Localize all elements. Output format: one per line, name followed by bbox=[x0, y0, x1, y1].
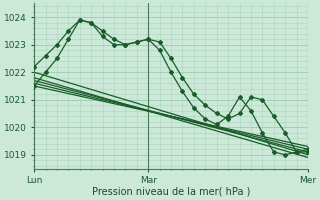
X-axis label: Pression niveau de la mer( hPa ): Pression niveau de la mer( hPa ) bbox=[92, 187, 250, 197]
